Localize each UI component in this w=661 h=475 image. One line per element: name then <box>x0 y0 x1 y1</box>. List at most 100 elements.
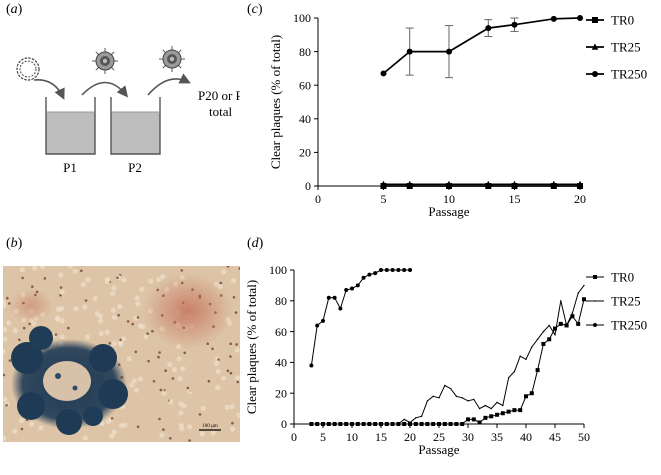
data-point <box>402 422 407 426</box>
data-point <box>541 341 546 346</box>
y-tick-label: 0 <box>305 179 311 193</box>
chart-c: 0 5 10 15 20 0 20 40 60 80 100 Passage Clear plaques… <box>268 11 647 219</box>
vessel-label-p2: P2 <box>128 160 142 175</box>
data-point <box>513 370 516 373</box>
data-point <box>338 306 343 311</box>
micrograph-image: 100 µm <box>3 266 240 442</box>
legend-item: TR25 <box>586 40 641 55</box>
legend-item: TR0 <box>586 270 634 285</box>
data-point <box>535 368 540 373</box>
data-point <box>409 421 411 424</box>
series-tr0 <box>309 297 586 426</box>
data-point <box>576 180 584 188</box>
data-point <box>390 268 395 272</box>
data-point <box>384 268 389 272</box>
data-point <box>380 70 387 77</box>
data-point <box>397 423 400 425</box>
x-tick-label: 5 <box>320 430 326 444</box>
data-point <box>406 48 413 55</box>
data-point <box>483 415 488 420</box>
data-point <box>502 404 504 407</box>
legend-marker <box>591 43 599 50</box>
y-tick-label: 40 <box>299 112 311 126</box>
data-point <box>565 324 568 327</box>
series-tr250 <box>309 268 412 368</box>
data-point <box>496 401 498 404</box>
x-tick-label: 0 <box>291 430 297 444</box>
data-point <box>511 180 518 188</box>
data-point <box>542 330 545 333</box>
data-point <box>321 318 325 323</box>
data-point <box>420 415 423 417</box>
data-point <box>339 423 342 425</box>
data-point <box>437 422 441 426</box>
x-tick-label: 0 <box>315 192 321 206</box>
arrow-icon <box>81 81 129 98</box>
x-tick-label: 20 <box>574 192 586 206</box>
data-point <box>495 412 499 417</box>
legend: TR0 TR25 TR250 <box>586 13 647 82</box>
data-point <box>529 391 534 396</box>
y-tick-label: 0 <box>281 417 287 431</box>
data-point <box>344 288 349 293</box>
data-point <box>425 422 430 426</box>
x-tick-label: 10 <box>346 430 358 444</box>
data-point <box>550 180 558 188</box>
data-point <box>550 15 557 22</box>
data-point <box>380 180 387 188</box>
data-point <box>525 358 527 361</box>
data-point <box>449 387 452 390</box>
x-tick-label: 25 <box>433 430 445 444</box>
data-point <box>403 418 405 421</box>
data-point <box>478 407 481 410</box>
data-point <box>466 417 470 422</box>
y-tick-label: 60 <box>275 325 287 339</box>
data-point <box>332 295 337 300</box>
data-point <box>512 408 517 413</box>
data-point <box>446 48 452 55</box>
data-point <box>582 297 586 302</box>
data-point <box>547 337 552 342</box>
arrow-icon <box>33 79 65 100</box>
x-axis-label: Passage <box>418 442 459 457</box>
y-tick-label: 20 <box>299 146 311 160</box>
data-point <box>391 423 394 425</box>
y-tick-label: 40 <box>275 356 287 370</box>
panel-label-b: (b) <box>6 236 23 251</box>
legend-label: TR250 <box>611 67 647 82</box>
chart-d: 0 5 10 15 20 25 30 35 40 45 50 0 20 40 60 80 100 Passage C… <box>244 263 647 457</box>
x-tick-label: 15 <box>509 192 521 206</box>
data-point <box>506 409 511 414</box>
x-tick-label: 20 <box>404 430 416 444</box>
data-point <box>309 363 314 368</box>
data-point <box>461 397 463 399</box>
x-tick-label: 35 <box>491 430 503 444</box>
data-point <box>402 268 407 272</box>
data-point <box>448 422 453 426</box>
data-point <box>442 422 447 426</box>
data-point <box>489 414 494 419</box>
data-point <box>315 323 320 328</box>
data-point <box>577 292 579 294</box>
series-line <box>311 299 585 425</box>
x-tick-label: 40 <box>520 430 532 444</box>
data-point <box>460 422 465 426</box>
legend-marker <box>594 300 596 302</box>
data-point <box>519 355 521 357</box>
data-point <box>445 180 453 188</box>
endpoint-label-total: total <box>209 104 232 119</box>
data-point <box>396 268 401 272</box>
x-axis-label: Passage <box>428 204 469 219</box>
legend-item: TR25 <box>586 294 641 309</box>
series-tr250 <box>380 15 583 79</box>
data-point <box>524 394 528 399</box>
blue-stained-plaque <box>11 326 128 435</box>
data-point <box>350 286 354 291</box>
y-axis-label: Clear plaques (% of total) <box>268 35 283 169</box>
series-line <box>310 269 410 366</box>
series-tr25 <box>310 284 585 425</box>
legend-label: TR250 <box>611 318 647 333</box>
legend-label: TR0 <box>611 13 634 28</box>
data-point <box>511 21 518 28</box>
data-point <box>518 408 523 413</box>
